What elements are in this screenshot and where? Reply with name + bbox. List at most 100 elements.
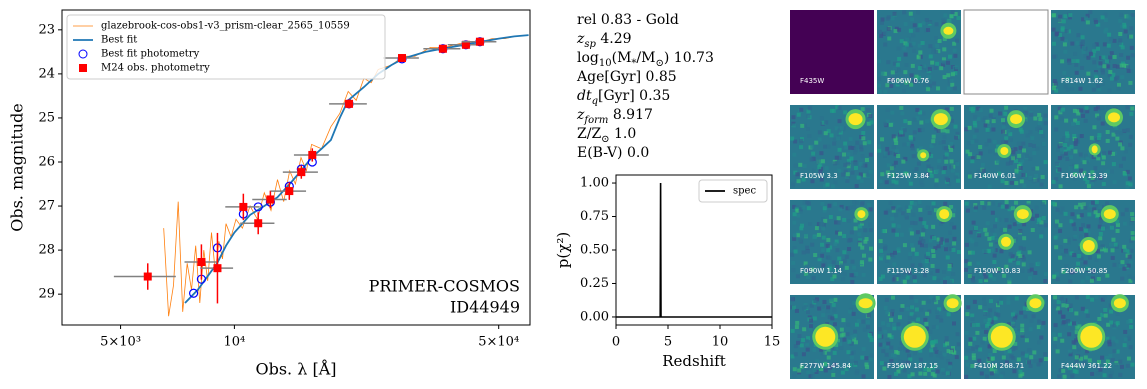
cutout-noise [907,270,912,275]
cutout-noise [1069,155,1074,160]
cutout-noise [944,336,949,341]
cutout-noise [906,81,911,86]
cutout-noise [879,248,884,253]
cutout-noise [792,123,797,128]
cutout-noise [990,228,995,233]
cutout-noise [918,110,923,115]
cutout-noise [858,172,863,177]
cutout-noise [936,49,941,54]
cutout-noise [915,317,920,322]
cutout-noise [854,144,859,149]
cutout-noise [954,355,959,360]
cutout-noise [863,239,868,244]
cutout-noise [910,17,915,22]
cutout-noise [937,38,942,43]
cutout-noise [832,322,837,327]
cutout-noise [946,243,951,248]
photometry-point [213,264,222,273]
cutout: F125W 3.84 [877,105,961,189]
cutout-noise [883,361,888,366]
cutout-noise [1053,295,1058,300]
cutout-noise [806,109,811,114]
cutout-noise [956,342,961,347]
cutout-noise [798,209,803,214]
cutout-noise [1071,222,1076,227]
cutout-noise [999,249,1004,254]
cutout-noise [1083,205,1088,210]
cutout-noise [919,236,924,241]
cutout-noise [1020,332,1025,337]
cutout-noise [945,255,950,260]
cutout-noise [1120,212,1125,217]
cutout-noise [1115,311,1120,316]
cutout-noise [824,120,829,125]
cutout-noise [907,353,912,358]
cutout-noise [1125,181,1130,186]
cutout-noise [970,316,975,321]
cutout-noise [1114,130,1119,135]
cutout-noise [894,213,899,218]
cutout-noise [810,242,815,247]
cutout-noise [813,253,818,258]
cutout-noise [799,226,804,231]
cutout-noise [1072,226,1077,231]
cutout-noise [1074,62,1079,67]
cutout-noise [931,254,936,259]
cutout-noise [848,363,853,368]
cutout-noise [1107,150,1112,155]
cutout-noise [909,73,914,78]
cutout-noise [864,362,869,367]
cutout-noise [929,348,934,353]
cutout-noise [1070,86,1075,91]
cutout-noise [1030,136,1035,141]
cutout-noise [939,66,944,71]
cutout-noise [953,53,958,58]
cutout-noise [949,222,954,227]
cutout-label: F125W 3.84 [887,172,930,180]
cutout-noise [1007,207,1012,212]
cutout-label: F160W 13.39 [1061,172,1108,180]
cutout-noise [1011,317,1016,322]
cutout-noise [941,140,946,145]
cutout-noise [903,270,908,275]
cutout-noise [855,140,860,145]
cutout-noise [1061,298,1066,303]
cutout-noise [1096,84,1101,89]
cutout-noise [894,277,899,282]
cutout-noise [932,373,937,378]
cutout-noise [853,340,858,345]
cutout-noise [814,226,819,231]
cutout-noise [956,178,961,183]
cutout-noise [1029,318,1034,323]
cutout-noise [883,329,888,334]
cutout-noise [821,235,826,240]
cutout-noise [1130,276,1135,281]
cutout-noise [1090,176,1095,181]
cutout-noise [1115,229,1120,234]
cutout-noise [972,299,977,304]
cutout-noise [1122,244,1127,249]
cutout-noise [1096,276,1101,281]
cutout-noise [920,127,925,132]
cutout-noise [1082,160,1087,165]
cutout-noise [794,308,799,313]
cutout-noise [1111,72,1116,77]
cutout-noise [885,170,890,175]
cutout-noise [1125,128,1130,133]
cutout-noise [936,237,941,242]
cutout-noise [839,345,844,350]
property-label: log [577,50,599,66]
cutout-noise [1105,336,1110,341]
cutout-noise [1118,142,1123,147]
cutout-noise [820,253,825,258]
cutout-noise [1064,264,1069,269]
cutout-noise [1094,257,1099,262]
cutout-noise [951,321,956,326]
cutout-label: F140W 6.01 [974,172,1016,180]
cutout-noise [947,81,952,86]
cutout-noise [1011,323,1016,328]
cutout-noise [884,258,889,263]
cutout-noise [1074,359,1079,364]
cutout-noise [1092,60,1097,65]
cutout-noise [1093,363,1098,368]
